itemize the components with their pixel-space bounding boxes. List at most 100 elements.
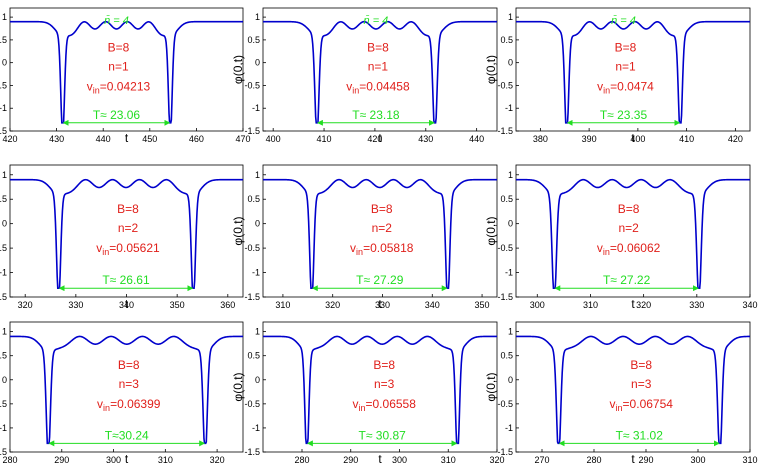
y-tick-label: 1 — [255, 170, 260, 180]
x-tick-label: 350 — [170, 300, 185, 310]
y-tick-label: 1 — [2, 170, 7, 180]
y-tick-label: 1 — [508, 327, 513, 337]
x-tick-label: 340 — [425, 300, 440, 310]
y-tick-label: -1 — [505, 423, 513, 433]
y-tick-label: 0.5 — [500, 35, 513, 45]
plot-frame — [262, 164, 498, 298]
phi-curve — [263, 20, 497, 124]
y-tick-label: 1 — [508, 170, 513, 180]
plot-frame — [262, 321, 498, 453]
x-tick-label: 320 — [636, 300, 651, 310]
plot-frame — [9, 7, 244, 132]
plot-frame — [515, 7, 751, 132]
y-tick-label: -1.5 — [497, 126, 513, 136]
param-n: n=1 — [108, 60, 129, 74]
y-tick-label: -0.5 — [497, 80, 513, 90]
y-tick-label: -0.5 — [244, 243, 260, 253]
y-tick-label: 0.5 — [500, 351, 513, 361]
param-B: B=8 — [630, 358, 652, 372]
nbar-label: n̄ = 4 — [611, 14, 636, 27]
param-n: n=3 — [119, 377, 140, 391]
panel-7: -1.5 -1 -0.5 0 0.5 1 280 290 300 310 320 t φ(0,t) T≈3… — [0, 321, 244, 466]
x-axis-label: t — [125, 297, 129, 311]
plot-frame — [515, 321, 751, 453]
x-tick-label: 340 — [119, 300, 134, 310]
x-tick-label: 310 — [441, 455, 456, 465]
param-vin: vin=0.04458 — [346, 80, 410, 96]
x-axis-label: t — [631, 452, 635, 466]
y-tick-label: -1 — [505, 268, 513, 278]
param-vin: vin=0.06558 — [352, 397, 416, 413]
panel-4: -1.5 -1 -0.5 0 0.5 1 320 330 340 350 360 t φ(0,t) T≈ … — [0, 164, 244, 311]
x-tick-label: 420 — [367, 134, 382, 144]
y-tick-label: 0.5 — [500, 194, 513, 204]
y-tick-label: -1 — [252, 268, 260, 278]
panel-9: -1.5 -1 -0.5 0 0.5 1 270 280 290 300 310 t φ(0,t) T≈ … — [484, 321, 758, 466]
x-tick-label: 330 — [375, 300, 390, 310]
x-tick-label: 300 — [690, 455, 705, 465]
x-tick-label: 300 — [106, 455, 121, 465]
y-tick-label: -0.5 — [497, 243, 513, 253]
x-tick-label: 410 — [679, 134, 694, 144]
y-tick-label: -1.5 — [244, 447, 260, 457]
y-tick-label: 0.5 — [247, 351, 260, 361]
y-tick-label: -0.5 — [0, 80, 7, 90]
x-axis-label: t — [378, 131, 382, 145]
x-tick-label: 300 — [530, 300, 545, 310]
y-tick-label: 1 — [2, 12, 7, 22]
param-n: n=2 — [372, 221, 393, 235]
y-tick-label: -1 — [252, 103, 260, 113]
x-axis-label: t — [378, 452, 382, 466]
x-tick-label: 290 — [54, 455, 69, 465]
phi-curve — [263, 335, 497, 445]
x-tick-label: 280 — [294, 455, 309, 465]
x-tick-label: 360 — [220, 300, 235, 310]
y-tick-label: 0 — [2, 375, 7, 385]
param-B: B=8 — [118, 358, 140, 372]
x-tick-label: 320 — [210, 455, 225, 465]
y-tick-label: 1 — [255, 327, 260, 337]
x-tick-label: 280 — [586, 455, 601, 465]
phi-curve — [10, 178, 243, 289]
y-tick-label: -0.5 — [244, 80, 260, 90]
period-label: T≈ 23.35 — [600, 108, 648, 122]
x-tick-label: 430 — [418, 134, 433, 144]
y-tick-label: 1 — [2, 327, 7, 337]
panel-3: -1.5 -1 -0.5 0 0.5 1 380 390 400 410 420 t φ(0,t) T≈ … — [484, 7, 751, 145]
y-tick-label: 0 — [255, 375, 260, 385]
param-vin: vin=0.06399 — [97, 397, 161, 413]
param-vin: vin=0.06062 — [597, 241, 661, 257]
y-tick-label: 0 — [255, 219, 260, 229]
x-tick-label: 310 — [158, 455, 173, 465]
x-tick-label: 310 — [583, 300, 598, 310]
param-n: n=3 — [631, 377, 652, 391]
x-axis-label: t — [631, 131, 635, 145]
y-tick-label: 1 — [508, 12, 513, 22]
y-axis-label: φ(0,t) — [231, 55, 245, 84]
phi-curve — [263, 178, 497, 289]
period-label: T≈ 31.02 — [616, 428, 664, 442]
y-tick-label: 0 — [508, 219, 513, 229]
x-tick-label: 340 — [742, 300, 757, 310]
y-tick-label: -1 — [0, 268, 7, 278]
x-tick-label: 310 — [742, 455, 757, 465]
y-tick-label: -0.5 — [0, 243, 7, 253]
x-tick-label: 420 — [728, 134, 743, 144]
x-tick-label: 460 — [189, 134, 204, 144]
x-tick-label: 350 — [475, 300, 490, 310]
x-tick-label: 430 — [49, 134, 64, 144]
y-tick-label: -0.5 — [0, 399, 7, 409]
phi-curve — [10, 20, 243, 124]
x-tick-label: 450 — [142, 134, 157, 144]
param-vin: vin=0.06754 — [610, 397, 674, 413]
period-label: T≈30.24 — [105, 428, 149, 442]
x-tick-label: 320 — [18, 300, 33, 310]
param-B: B=8 — [367, 41, 389, 55]
y-tick-label: -0.5 — [497, 399, 513, 409]
y-tick-label: -1.5 — [497, 292, 513, 302]
period-label: T≈ 23.18 — [352, 108, 400, 122]
x-tick-label: 440 — [469, 134, 484, 144]
y-axis-label: φ(0,t) — [484, 216, 498, 245]
phi-curve — [516, 20, 750, 124]
x-tick-label: 400 — [266, 134, 281, 144]
